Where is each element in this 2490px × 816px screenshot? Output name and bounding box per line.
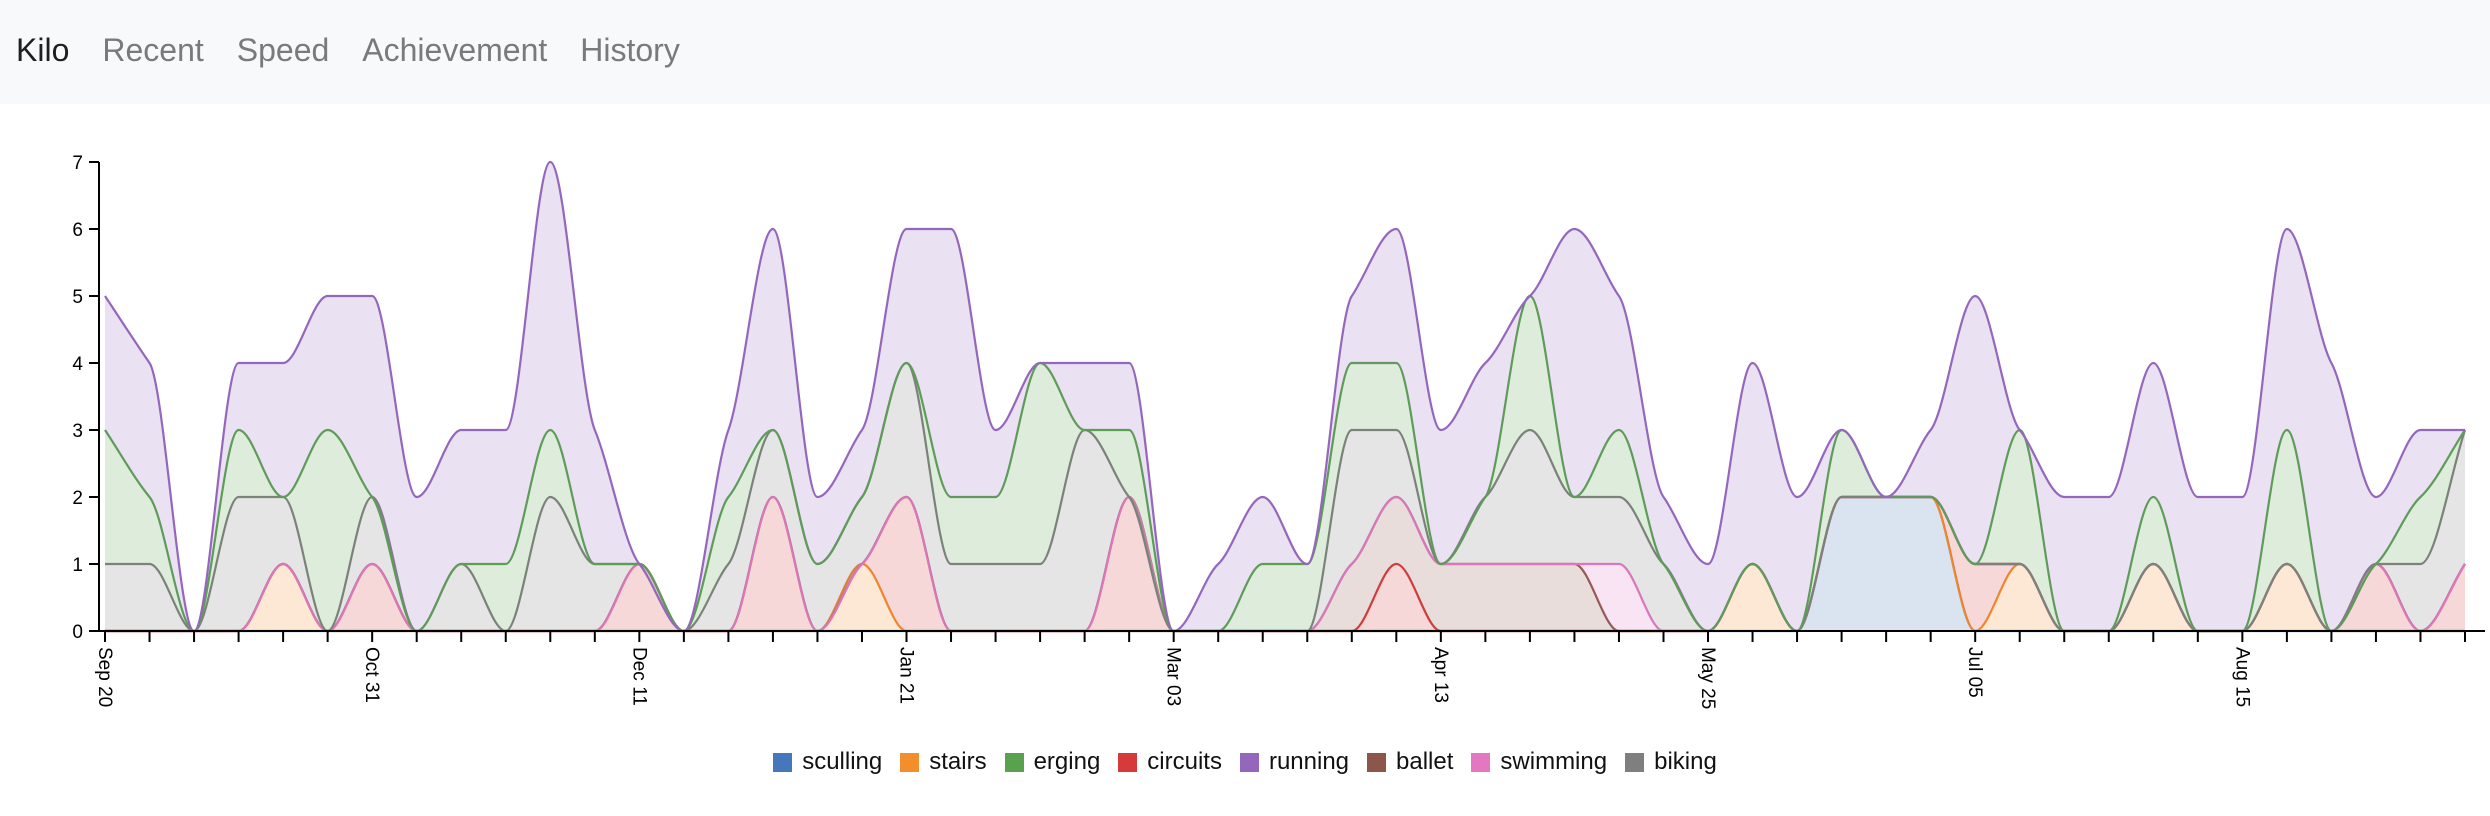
legend-swatch-stairs [900,752,920,772]
navbar: Kilo Recent Speed Achievement History [0,0,2490,104]
nav-link-achievement[interactable]: Achievement [362,31,548,68]
chart-legend: sculling stairs erging circuits running balle… [0,748,2490,776]
legend-item-stairs: stairs [900,748,987,776]
y-tick-label: 4 [72,354,83,375]
legend-label: running [1268,748,1350,775]
y-tick-label: 3 [72,421,83,442]
y-tick-label: 5 [72,287,83,308]
legend-swatch-sculling [773,752,793,772]
x-tick-label: Dec 11 [628,647,649,706]
legend-label: biking [1654,748,1717,775]
legend-swatch-running [1239,752,1259,772]
legend-label: sculling [802,748,883,775]
y-tick-label: 7 [72,153,83,174]
legend-label: circuits [1147,748,1222,775]
legend-swatch-circuits [1118,752,1138,772]
nav-list: Kilo Recent Speed Achievement History [16,0,713,100]
area-sculling [105,497,2465,631]
legend-swatch-swimming [1471,752,1491,772]
x-tick-label: Mar 03 [1163,647,1184,706]
x-tick-label: Jul 05 [1964,647,1985,698]
legend-item-swimming: swimming [1471,748,1607,776]
legend-label: stairs [929,748,987,775]
legend-label: swimming [1500,748,1608,775]
legend-item-circuits: circuits [1118,748,1222,776]
nav-brand-kilo[interactable]: Kilo [16,31,70,68]
x-tick-label: Aug 15 [2231,647,2252,707]
legend-item-erging: erging [1004,748,1101,776]
legend-item-biking: biking [1625,748,1717,776]
y-tick-label: 1 [72,555,83,576]
legend-item-sculling: sculling [773,748,882,776]
legend-swatch-biking [1625,752,1645,772]
area-running [105,162,2465,631]
legend-label: erging [1033,748,1101,775]
nav-link-history[interactable]: History [580,31,680,68]
x-tick-label: May 25 [1697,647,1718,709]
legend-item-running: running [1239,748,1350,776]
nav-link-recent[interactable]: Recent [102,31,204,68]
x-tick-label: Apr 13 [1430,647,1451,703]
x-tick-label: Oct 31 [361,647,382,703]
y-tick-label: 2 [72,488,83,509]
legend-swatch-ballet [1367,752,1387,772]
y-tick-label: 6 [72,220,83,241]
nav-link-speed[interactable]: Speed [236,31,330,68]
legend-label: ballet [1396,748,1454,775]
line-running [104,160,2465,633]
stacked-area-chart: 0 1 2 3 4 5 6 7 Sep 20 Oct 31 Dec 11 Jan 21 Mar 03 Ap… [72,153,2485,709]
y-tick-label: 0 [72,622,83,643]
legend-swatch-erging [1004,752,1024,772]
x-tick-label: Jan 21 [896,647,917,704]
x-tick-label: Sep 20 [94,647,115,707]
legend-item-ballet: ballet [1367,748,1453,776]
